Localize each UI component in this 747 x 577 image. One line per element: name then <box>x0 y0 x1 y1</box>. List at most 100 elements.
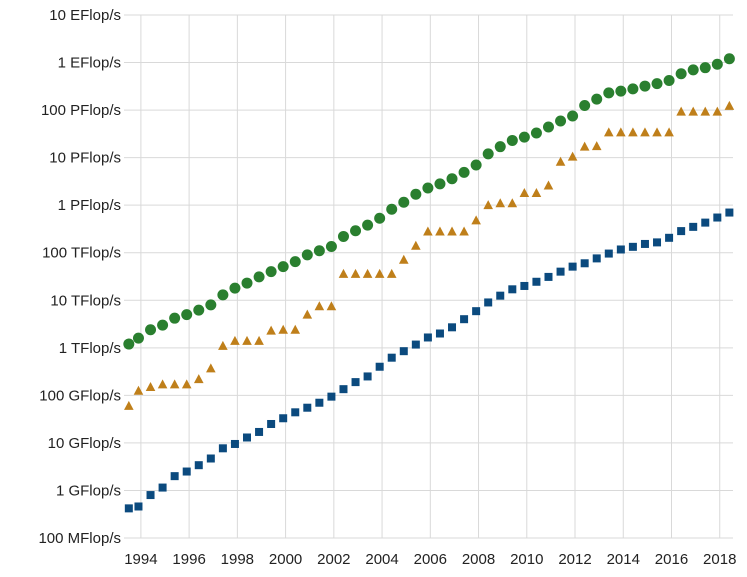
data-point-triangle <box>459 226 469 236</box>
data-point-square <box>218 444 227 453</box>
data-point-square <box>363 372 372 381</box>
data-point-triangle <box>555 156 566 166</box>
data-point-triangle <box>218 340 228 350</box>
data-point-triangle <box>145 381 156 391</box>
data-point-square <box>134 502 143 511</box>
data-point-square <box>243 433 252 442</box>
y-tick-label: 100 GFlop/s <box>39 387 121 404</box>
data-point-triangle <box>652 127 662 137</box>
data-point-square <box>628 242 637 251</box>
y-axis-tick-labels: 100 MFlop/s 1 GFlop/s 10 GFlop/s 100 GFlop/… <box>38 7 121 547</box>
data-point-triangle <box>254 335 264 345</box>
series-markers <box>123 53 735 513</box>
data-point-triangle <box>350 268 361 278</box>
data-point-circle <box>265 266 277 278</box>
data-point-triangle <box>531 188 542 198</box>
x-tick-label: 1996 <box>172 551 205 568</box>
y-tick-label: 10 PFlop/s <box>49 150 121 167</box>
data-point-square <box>701 218 710 227</box>
data-point-square <box>435 329 444 338</box>
data-point-triangle <box>495 198 506 208</box>
data-point-circle <box>410 188 422 200</box>
data-point-circle <box>579 99 591 111</box>
data-point-triangle <box>664 127 674 137</box>
data-point-triangle <box>266 325 276 335</box>
data-point-square <box>303 403 312 412</box>
data-point-square <box>158 483 167 492</box>
data-point-triangle <box>181 379 192 389</box>
x-tick-label: 1994 <box>124 551 157 568</box>
data-point-triangle <box>157 379 168 389</box>
data-point-circle <box>289 256 301 268</box>
data-point-circle <box>181 309 193 321</box>
data-point-triangle <box>688 106 699 116</box>
data-point-circle <box>301 249 313 261</box>
data-point-circle <box>422 182 434 194</box>
data-point-square <box>677 227 686 236</box>
data-point-triangle <box>230 335 240 345</box>
data-point-circle <box>506 134 518 146</box>
data-point-triangle <box>362 268 373 278</box>
data-point-triangle <box>724 100 735 110</box>
data-point-square <box>279 414 288 423</box>
data-point-square <box>267 419 276 428</box>
series-circle <box>123 53 735 350</box>
series-triangle <box>124 100 735 410</box>
data-point-circle <box>567 110 579 122</box>
data-point-circle <box>482 148 494 160</box>
data-point-square <box>640 239 649 248</box>
data-point-triangle <box>591 141 602 151</box>
data-point-circle <box>241 277 253 289</box>
data-point-circle <box>639 80 651 92</box>
data-point-circle <box>145 324 157 336</box>
data-point-square <box>182 467 191 476</box>
data-point-square <box>170 472 179 481</box>
data-point-circle <box>123 338 135 350</box>
data-point-triangle <box>628 127 638 137</box>
data-point-square <box>616 245 625 254</box>
data-point-square <box>375 362 384 371</box>
data-point-square <box>556 267 565 276</box>
data-point-triangle <box>435 226 445 236</box>
data-point-triangle <box>314 301 325 311</box>
data-point-circle <box>675 68 687 80</box>
y-tick-label: 1 PFlop/s <box>58 197 121 214</box>
x-tick-label: 1998 <box>221 551 254 568</box>
y-tick-label: 10 GFlop/s <box>48 435 121 452</box>
data-point-triangle <box>700 106 711 116</box>
data-point-square <box>472 307 481 316</box>
series-square <box>124 208 734 513</box>
x-tick-label: 2006 <box>414 551 447 568</box>
data-point-circle <box>687 64 699 76</box>
y-tick-label: 100 MFlop/s <box>38 530 121 547</box>
data-point-triangle <box>398 254 409 264</box>
data-point-circle <box>494 141 506 153</box>
data-point-square <box>665 233 674 242</box>
data-point-triangle <box>616 127 626 137</box>
data-point-square <box>532 277 541 286</box>
data-point-square <box>351 378 360 387</box>
y-tick-label: 1 GFlop/s <box>56 482 121 499</box>
data-point-square <box>387 353 396 362</box>
data-point-triangle <box>519 188 530 198</box>
x-tick-label: 2002 <box>317 551 350 568</box>
data-point-triangle <box>507 198 518 208</box>
data-point-circle <box>193 304 205 316</box>
data-point-triangle <box>326 301 337 311</box>
x-axis-tick-labels: 1994 1996 1998 2000 2002 2004 2006 2008 2010 2012… <box>124 551 736 568</box>
data-point-circle <box>386 203 398 215</box>
data-point-circle <box>591 93 603 105</box>
data-point-triangle <box>386 268 397 278</box>
data-point-circle <box>530 127 542 139</box>
data-point-circle <box>205 299 217 311</box>
data-point-triangle <box>411 240 421 250</box>
data-point-circle <box>313 245 325 257</box>
data-point-triangle <box>423 226 433 236</box>
data-point-square <box>653 238 662 247</box>
data-point-triangle <box>603 127 614 137</box>
data-point-circle <box>518 131 530 143</box>
data-point-square <box>496 291 505 300</box>
data-point-square <box>580 259 589 268</box>
data-point-circle <box>458 166 470 178</box>
